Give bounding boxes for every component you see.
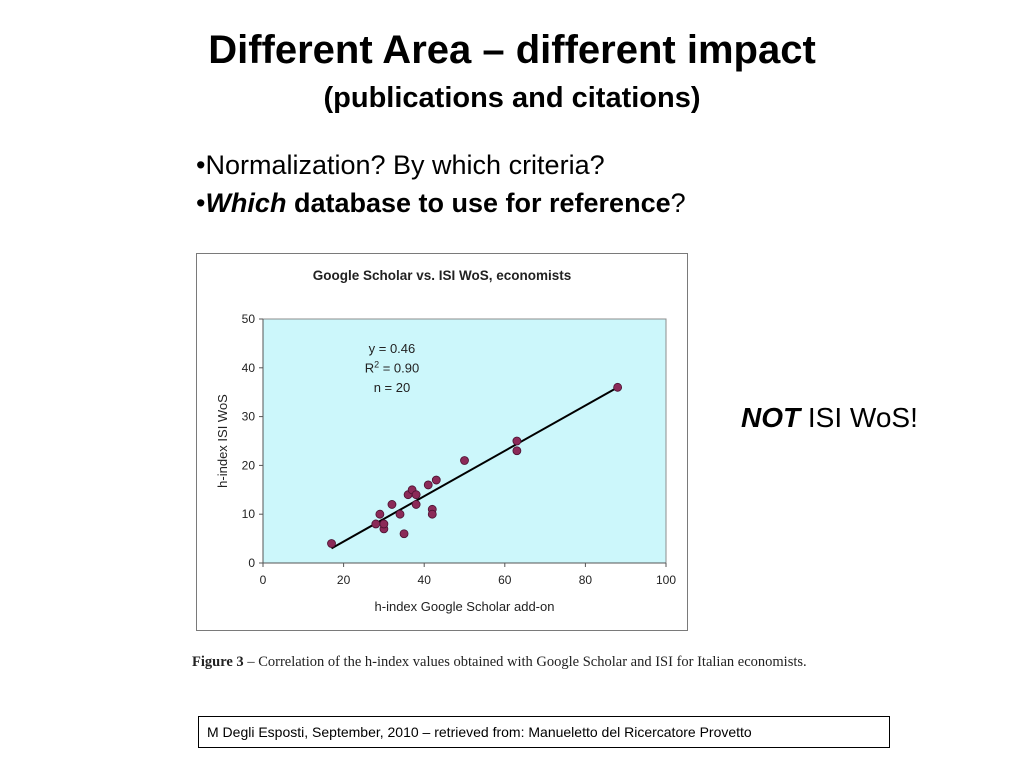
y-tick-label: 10 [242,507,256,521]
tick-labels: 0 10 20 30 40 50 0 20 40 60 80 100 [242,312,677,587]
not-isi-note: NOT ISI WoS! [741,402,918,434]
data-point [395,509,405,519]
r2-prefix: R [365,361,374,376]
data-point [411,490,421,500]
slide-title: Different Area – different impact [208,28,816,72]
bullet-item-database: •Which database to use for reference? [196,184,686,222]
y-tick-label: 0 [248,556,255,570]
data-point [327,539,336,548]
data-point [375,509,385,519]
bullet-marker: • [196,188,206,218]
x-tick-label: 100 [656,573,676,587]
y-tick-label: 40 [242,361,256,375]
bullet-emphasis: Which [205,188,287,218]
y-tick-label: 50 [242,312,256,326]
annotation-r-squared: R2 = 0.90 [365,360,420,376]
r2-superscript: 2 [374,360,379,370]
annotation-n: n = 20 [374,380,411,395]
y-axis-label: h-index ISI WoS [215,394,230,488]
bullet-tail: ? [670,188,686,218]
axes [259,318,667,567]
data-point [399,529,409,539]
plot-area [262,318,667,564]
r2-rest: = 0.90 [379,361,419,376]
figure-caption: Figure 3 – Correlation of the h-index va… [192,652,912,678]
x-tick-label: 80 [579,573,593,587]
scatter-chart-panel: Google Scholar vs. ISI WoS, economists 0… [196,253,688,631]
data-point [387,500,397,509]
caption-label: Figure 3 [192,654,244,670]
x-axis-label: h-index Google Scholar add-on [375,599,555,614]
not-note-rest: ISI WoS! [800,402,918,433]
chart-title: Google Scholar vs. ISI WoS, economists [313,268,572,283]
x-tick-label: 0 [260,573,267,587]
data-point [379,519,389,529]
data-point [460,456,469,465]
bullet-list: •Normalization? By which criteria? •Whic… [196,146,686,222]
data-point [431,475,441,485]
data-points [327,382,623,548]
data-point [411,500,421,509]
data-point [371,519,381,529]
source-citation: M Degli Esposti, September, 2010 – retri… [198,716,890,748]
x-tick-label: 60 [498,573,512,587]
bullet-strong-text: database to use for reference [286,188,671,218]
bullet-item-normalization: •Normalization? By which criteria? [196,150,605,180]
y-tick-label: 20 [242,458,256,472]
data-point [512,436,522,446]
x-tick-label: 20 [337,573,351,587]
caption-text: – Correlation of the h-index values obta… [243,654,807,670]
not-emphasis: NOT [741,402,801,433]
data-point [427,509,437,519]
y-tick-label: 30 [242,410,256,424]
data-point [423,480,433,490]
x-tick-label: 40 [418,573,432,587]
data-point [512,446,522,456]
slide-subtitle: (publications and citations) [323,82,701,114]
scatter-chart: Google Scholar vs. ISI WoS, economists 0… [215,268,677,614]
data-point [613,382,623,392]
annotation-equation: y = 0.46 [369,341,416,356]
